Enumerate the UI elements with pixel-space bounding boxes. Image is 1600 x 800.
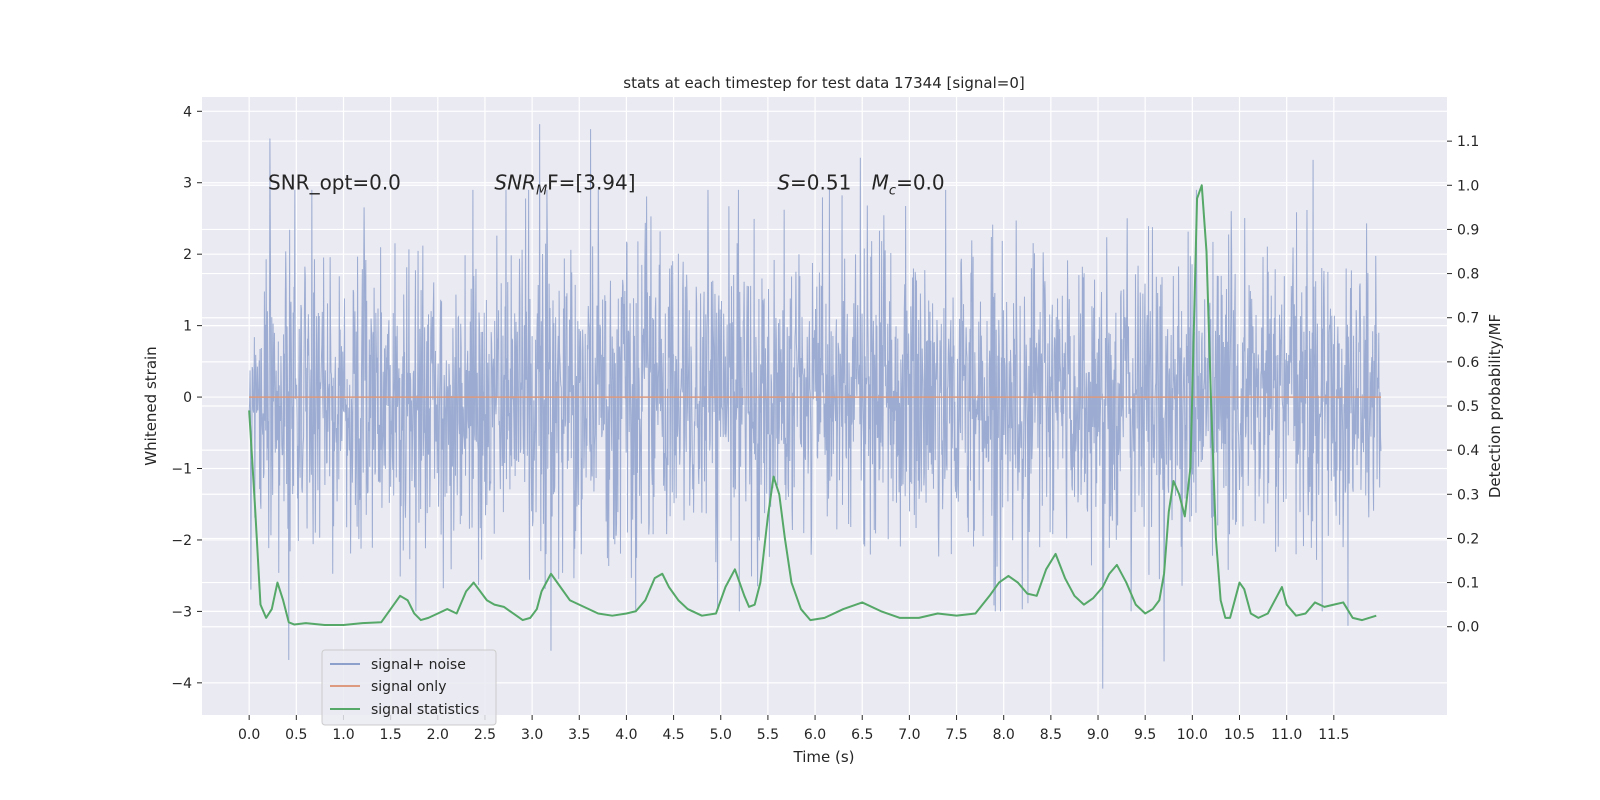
x-tick-label-11: 5.5 xyxy=(757,727,779,743)
x-tick-label-21: 10.5 xyxy=(1224,727,1255,743)
legend: signal+ noise signal only signal statist… xyxy=(321,649,497,726)
legend-box xyxy=(321,649,497,726)
y-right-tick-label-3: 0.3 xyxy=(1457,487,1479,503)
y-right-tick-label-5: 0.5 xyxy=(1457,399,1479,415)
signal-statistics-line xyxy=(248,184,1377,626)
annotations: SNR_opt=0.0 SNRMF=[3.94] S=0.51 Mc=0.0 xyxy=(268,171,945,199)
chart-title: stats at each timestep for test data 173… xyxy=(623,74,1024,92)
y-right-tick-label-6: 0.6 xyxy=(1457,355,1479,371)
x-tick-label-22: 11.0 xyxy=(1271,727,1302,743)
y-left-tick-label-8: 4 xyxy=(183,104,192,120)
y-right-tick-label-2: 0.2 xyxy=(1457,531,1479,547)
y-left-tick-label-5: 1 xyxy=(183,319,192,335)
x-tick-label-17: 8.5 xyxy=(1040,727,1062,743)
x-tick-label-5: 2.5 xyxy=(474,727,496,743)
y-right-tick-label-7: 0.7 xyxy=(1457,311,1479,327)
x-tick-label-0: 0.0 xyxy=(238,727,260,743)
y-tick-labels-left: −4 −3 −2 −1 0 1 2 3 4 xyxy=(171,104,202,692)
x-tick-label-13: 6.5 xyxy=(851,727,873,743)
x-tick-label-23: 11.5 xyxy=(1318,727,1349,743)
legend-label-signal-plus-noise: signal+ noise xyxy=(371,657,466,673)
series-signal-statistics xyxy=(248,184,1377,626)
y-right-tick-label-10: 1.0 xyxy=(1457,178,1479,194)
y-left-tick-label-3: −1 xyxy=(171,462,192,478)
x-tick-label-2: 1.0 xyxy=(332,727,354,743)
y-axis-label-left: Whitened strain xyxy=(142,346,160,465)
x-tick-label-6: 3.0 xyxy=(521,727,543,743)
y-left-tick-label-7: 3 xyxy=(183,176,192,192)
y-right-tick-label-1: 0.1 xyxy=(1457,576,1479,592)
annotation-snr-opt: SNR_opt=0.0 xyxy=(268,171,401,195)
legend-label-signal-statistics: signal statistics xyxy=(371,702,479,718)
x-tick-label-4: 2.0 xyxy=(427,727,449,743)
y-left-tick-label-4: 0 xyxy=(183,390,192,406)
x-tick-label-12: 6.0 xyxy=(804,727,826,743)
x-tick-label-19: 9.5 xyxy=(1134,727,1156,743)
annotation-mc: Mc=0.0 xyxy=(872,171,945,199)
y-right-tick-label-9: 0.9 xyxy=(1457,222,1479,238)
x-axis-label: Time (s) xyxy=(793,748,855,766)
x-tick-label-20: 10.0 xyxy=(1177,727,1208,743)
x-tick-label-14: 7.0 xyxy=(898,727,920,743)
y-axis-label-right: Detection probability/MF xyxy=(1486,314,1504,498)
x-tick-label-15: 7.5 xyxy=(945,727,967,743)
x-tick-label-3: 1.5 xyxy=(380,727,402,743)
legend-label-signal-only: signal only xyxy=(371,679,446,695)
y-left-tick-label-6: 2 xyxy=(183,247,192,263)
x-tick-label-8: 4.0 xyxy=(615,727,637,743)
x-tick-label-16: 8.0 xyxy=(993,727,1015,743)
y-right-tick-label-4: 0.4 xyxy=(1457,443,1479,459)
x-tick-label-7: 3.5 xyxy=(568,727,590,743)
x-tick-label-10: 5.0 xyxy=(710,727,732,743)
x-tick-label-9: 4.5 xyxy=(662,727,684,743)
y-left-tick-label-1: −3 xyxy=(171,604,192,620)
y-right-tick-label-11: 1.1 xyxy=(1457,134,1479,150)
y-tick-labels-right: 0.0 0.1 0.2 0.3 0.4 0.5 0.6 0.7 0.8 0.9 1.0 1.1 xyxy=(1447,134,1479,636)
y-left-tick-label-2: −2 xyxy=(171,533,192,549)
annotation-s: S=0.51 xyxy=(777,171,851,195)
y-right-tick-label-0: 0.0 xyxy=(1457,620,1479,636)
annotation-snr-mf: SNRMF=[3.94] xyxy=(494,171,635,199)
y-left-tick-label-0: −4 xyxy=(171,676,192,692)
x-tick-label-1: 0.5 xyxy=(285,727,307,743)
x-tick-label-18: 9.0 xyxy=(1087,727,1109,743)
x-tick-labels: 0.0 0.5 1.0 1.5 2.0 2.5 3.0 3.5 4.0 4.5 5.0 5.5 6.0 6… xyxy=(238,715,1349,743)
y-right-tick-label-8: 0.8 xyxy=(1457,267,1479,283)
